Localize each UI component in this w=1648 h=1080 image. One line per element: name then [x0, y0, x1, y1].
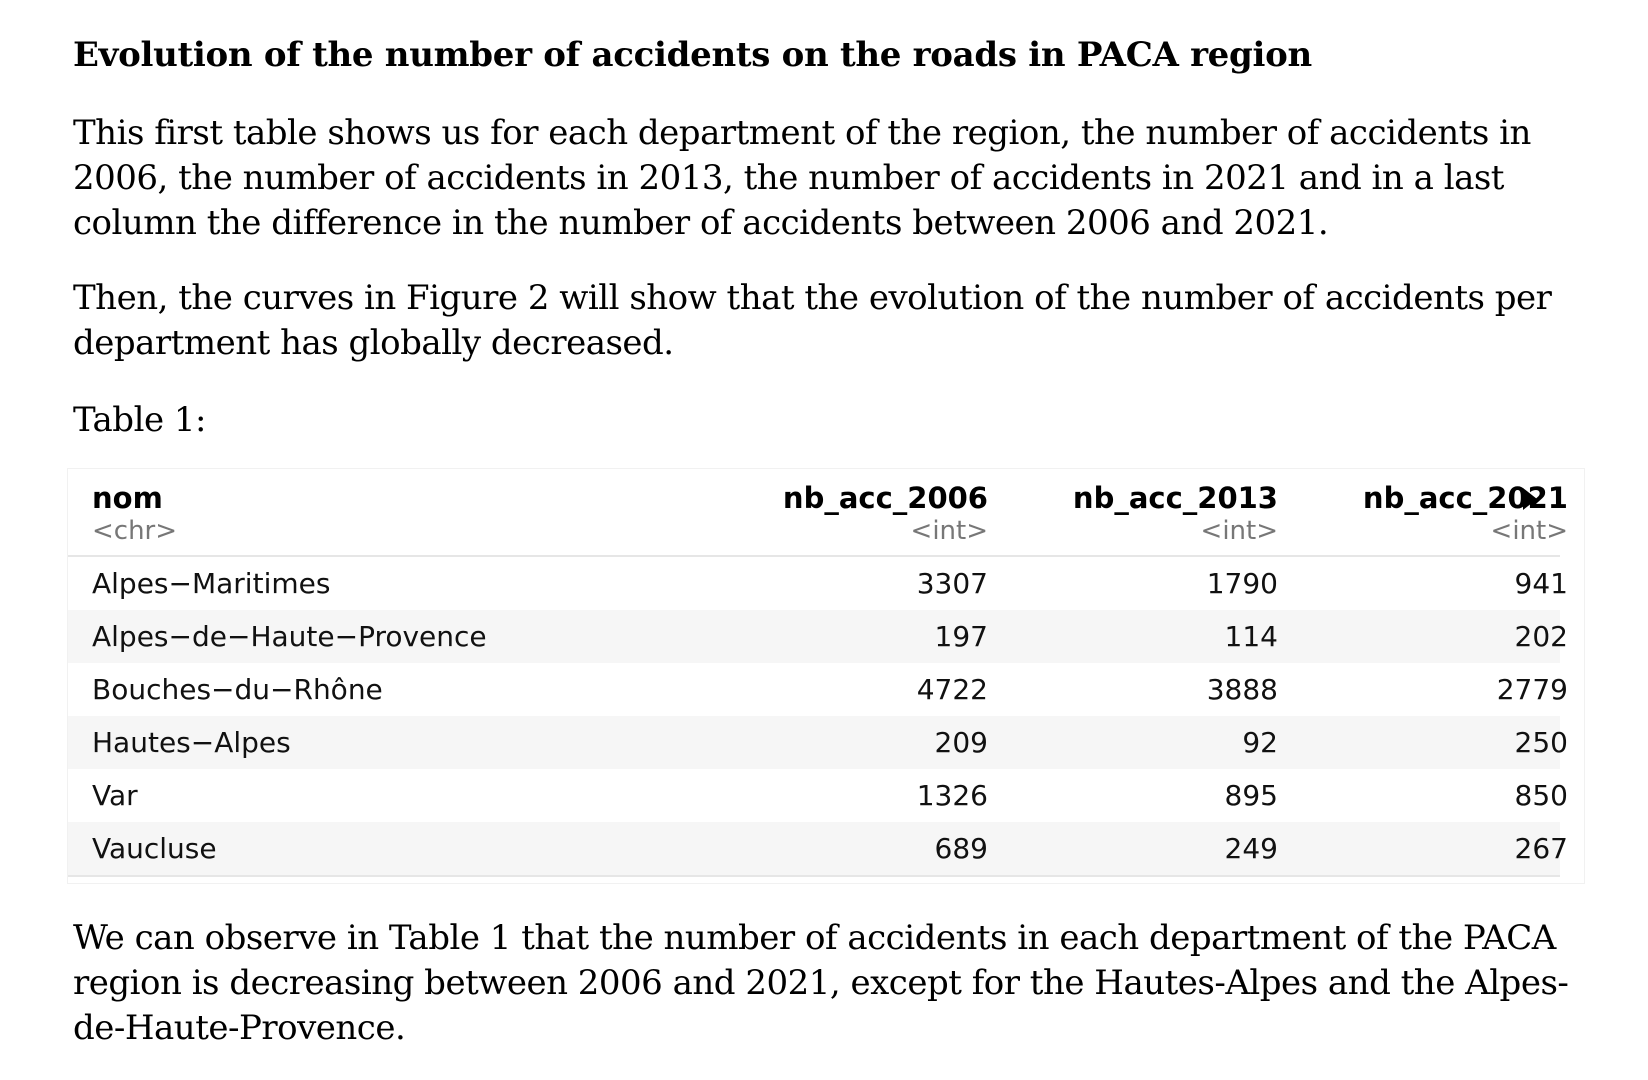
cell-nb-acc-2006: 689 — [934, 832, 988, 865]
conclusion-paragraph: We can observe in Table 1 that the numbe… — [73, 918, 1569, 1048]
cell-nb-acc-2006: 3307 — [916, 567, 988, 600]
cell-nom: Alpes−de−Haute−Provence — [92, 620, 487, 653]
cell-nom: Vaucluse — [92, 832, 217, 865]
cell-nb-acc-2021: 267 — [1514, 832, 1568, 865]
cell-nb-acc-2006: 197 — [934, 620, 988, 653]
table-row: Bouches−du−Rhône 4722 3888 2779 — [68, 663, 1568, 716]
cell-nb-acc-2013: 895 — [1224, 779, 1278, 812]
column-name: nb_acc_2006 — [782, 481, 988, 515]
table-row: Alpes−de−Haute−Provence 197 114 202 — [68, 610, 1568, 663]
cell-nb-acc-2013: 249 — [1224, 832, 1278, 865]
data-table: nom <chr> nb_acc_2006 <int> nb_acc_2013 … — [68, 469, 1584, 883]
table-row: Hautes−Alpes 209 92 250 — [68, 716, 1568, 769]
table-header: nom <chr> nb_acc_2006 <int> nb_acc_2013 … — [68, 469, 1568, 557]
column-header-nb-acc-2006: nb_acc_2006 <int> — [708, 481, 988, 547]
column-header-nom: nom <chr> — [92, 481, 177, 547]
document-title: Evolution of the number of accidents on … — [73, 35, 1312, 75]
column-type: <chr> — [92, 516, 178, 546]
column-name: nom — [92, 481, 163, 515]
cell-nb-acc-2013: 1790 — [1206, 567, 1278, 600]
column-type: <int> — [1490, 516, 1568, 546]
intro-paragraph: This first table shows us for each depar… — [73, 113, 1531, 243]
table-row: Var 1326 895 850 — [68, 769, 1568, 822]
table-bottom-rule — [68, 875, 1560, 877]
table-row: Vaucluse 689 249 267 — [68, 822, 1568, 875]
cell-nom: Hautes−Alpes — [92, 726, 291, 759]
cell-nb-acc-2021: 941 — [1514, 567, 1568, 600]
cell-nom: Alpes−Maritimes — [92, 567, 331, 600]
cell-nb-acc-2013: 3888 — [1206, 673, 1278, 706]
cell-nb-acc-2006: 209 — [934, 726, 988, 759]
cell-nb-acc-2021: 850 — [1514, 779, 1568, 812]
triangle-right-icon[interactable] — [1523, 488, 1537, 510]
table-body: Alpes−Maritimes 3307 1790 941 Alpes−de−H… — [68, 557, 1568, 875]
cell-nb-acc-2021: 202 — [1514, 620, 1568, 653]
cell-nom: Var — [92, 779, 138, 812]
cell-nb-acc-2013: 114 — [1224, 620, 1278, 653]
cell-nb-acc-2021: 2779 — [1496, 673, 1568, 706]
table-row: Alpes−Maritimes 3307 1790 941 — [68, 557, 1568, 610]
column-name: nb_acc_2013 — [1072, 481, 1278, 515]
table-label: Table 1: — [73, 400, 206, 440]
cell-nb-acc-2021: 250 — [1514, 726, 1568, 759]
column-type: <int> — [910, 516, 988, 546]
column-type: <int> — [1200, 516, 1278, 546]
cell-nb-acc-2006: 1326 — [916, 779, 988, 812]
cell-nom: Bouches−du−Rhône — [92, 673, 383, 706]
figure-paragraph: Then, the curves in Figure 2 will show t… — [73, 278, 1552, 363]
cell-nb-acc-2006: 4722 — [916, 673, 988, 706]
cell-nb-acc-2013: 92 — [1242, 726, 1278, 759]
column-header-nb-acc-2013: nb_acc_2013 <int> — [998, 481, 1278, 547]
